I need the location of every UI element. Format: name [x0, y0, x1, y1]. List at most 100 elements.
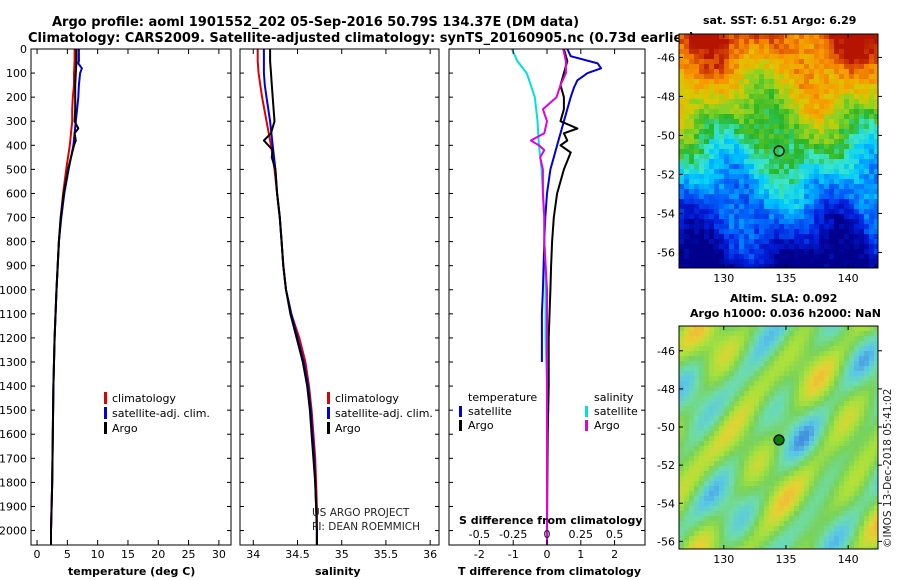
sla-map-cell: [874, 526, 878, 531]
sst-map-cell: [854, 119, 859, 124]
sst-map-cell: [744, 49, 749, 54]
sst-map-cell: [749, 119, 754, 124]
sst-map-cell: [834, 64, 839, 69]
sst-map-cell: [849, 214, 854, 219]
sst-map-cell: [739, 224, 744, 229]
sst-map-cell: [754, 234, 759, 239]
sla-map-cell: [849, 391, 854, 396]
sla-map-cell: [724, 491, 729, 496]
sst-map-cell: [774, 79, 779, 84]
sla-map-cell: [704, 436, 709, 441]
sst-map-cell: [729, 44, 734, 49]
sst-map-cell: [819, 209, 824, 214]
sla-map-cell: [819, 336, 824, 341]
sla-map-cell: [854, 501, 859, 506]
sla-map-cell: [749, 356, 754, 361]
sla-map-cell: [699, 391, 704, 396]
sst-map-cell: [769, 99, 774, 104]
sst-map-cell: [734, 229, 739, 234]
sst-map-cell: [869, 79, 874, 84]
sst-map-cell: [714, 59, 719, 64]
sst-map-cell: [699, 134, 704, 139]
sst-map-cell: [694, 54, 699, 59]
sla-map-cell: [859, 546, 864, 549]
sst-map-cell: [799, 104, 804, 109]
sla-map-cell: [794, 326, 799, 331]
sla-map-cell: [794, 516, 799, 521]
sst-map-cell: [764, 99, 769, 104]
sla-map-cell: [844, 516, 849, 521]
sla-map-cell: [824, 546, 829, 549]
sla-map-cell: [719, 491, 724, 496]
sst-map-cell: [714, 109, 719, 114]
sla-map-cell: [769, 526, 774, 531]
sla-map-cell: [719, 456, 724, 461]
sla-map-cell: [874, 531, 878, 536]
sla-map-cell: [809, 351, 814, 356]
sst-map-cell: [714, 169, 719, 174]
sla-map-cell: [769, 486, 774, 491]
sla-map-cell: [804, 391, 809, 396]
sst-map-cell: [754, 84, 759, 89]
sst-map-cell: [769, 239, 774, 244]
lat-tick-label: -52: [657, 168, 675, 181]
sst-map-image: [679, 34, 878, 268]
sst-map-cell: [739, 64, 744, 69]
sla-map-cell: [754, 386, 759, 391]
sla-map-cell: [779, 516, 784, 521]
sla-map-cell: [844, 466, 849, 471]
sla-map-cell: [804, 456, 809, 461]
sst-map-cell: [739, 134, 744, 139]
sst-map-cell: [784, 224, 789, 229]
sst-map-cell: [724, 114, 729, 119]
sla-map-cell: [739, 361, 744, 366]
sst-map-cell: [794, 149, 799, 154]
sla-map-cell: [869, 356, 874, 361]
sst-map-cell: [709, 99, 714, 104]
sla-map-cell: [864, 406, 869, 411]
sla-map-cell: [804, 516, 809, 521]
sst-map-cell: [799, 69, 804, 74]
sst-map-cell: [684, 224, 689, 229]
sla-map-cell: [784, 446, 789, 451]
sst-map-cell: [719, 194, 724, 199]
sla-map-cell: [824, 326, 829, 331]
sst-map-cell: [869, 204, 874, 209]
sla-map-cell: [809, 536, 814, 541]
sla-map-cell: [759, 526, 764, 531]
sst-map-cell: [704, 119, 709, 124]
sst-map-cell: [694, 174, 699, 179]
sst-map-cell: [724, 154, 729, 159]
sla-map-cell: [739, 426, 744, 431]
sla-map-cell: [864, 396, 869, 401]
sst-map-cell: [699, 39, 704, 44]
sst-map-cell: [714, 34, 719, 39]
sst-map-cell: [814, 119, 819, 124]
sla-map-cell: [789, 501, 794, 506]
sst-map-cell: [859, 209, 864, 214]
sla-map-cell: [859, 481, 864, 486]
sst-map-cell: [684, 34, 689, 39]
sst-map-cell: [824, 54, 829, 59]
sst-map-cell: [729, 64, 734, 69]
sst-map-cell: [834, 89, 839, 94]
sst-map-cell: [814, 259, 819, 264]
sla-map-cell: [714, 466, 719, 471]
sla-map-cell: [854, 496, 859, 501]
sla-map-cell: [869, 336, 874, 341]
sla-map-cell: [824, 361, 829, 366]
sst-map-cell: [694, 194, 699, 199]
legend-label-climatology: climatology: [112, 392, 176, 405]
sla-map-cell: [864, 346, 869, 351]
sla-map-cell: [759, 491, 764, 496]
sst-map-cell: [814, 159, 819, 164]
sla-map-cell: [739, 416, 744, 421]
sst-map-cell: [749, 89, 754, 94]
sla-map-cell: [839, 371, 844, 376]
sla-map-cell: [764, 371, 769, 376]
depth-tick-label: 200: [6, 91, 27, 104]
sla-map-cell: [854, 391, 859, 396]
sla-map-cell: [714, 366, 719, 371]
sla-map-cell: [859, 511, 864, 516]
sst-map-cell: [749, 129, 754, 134]
